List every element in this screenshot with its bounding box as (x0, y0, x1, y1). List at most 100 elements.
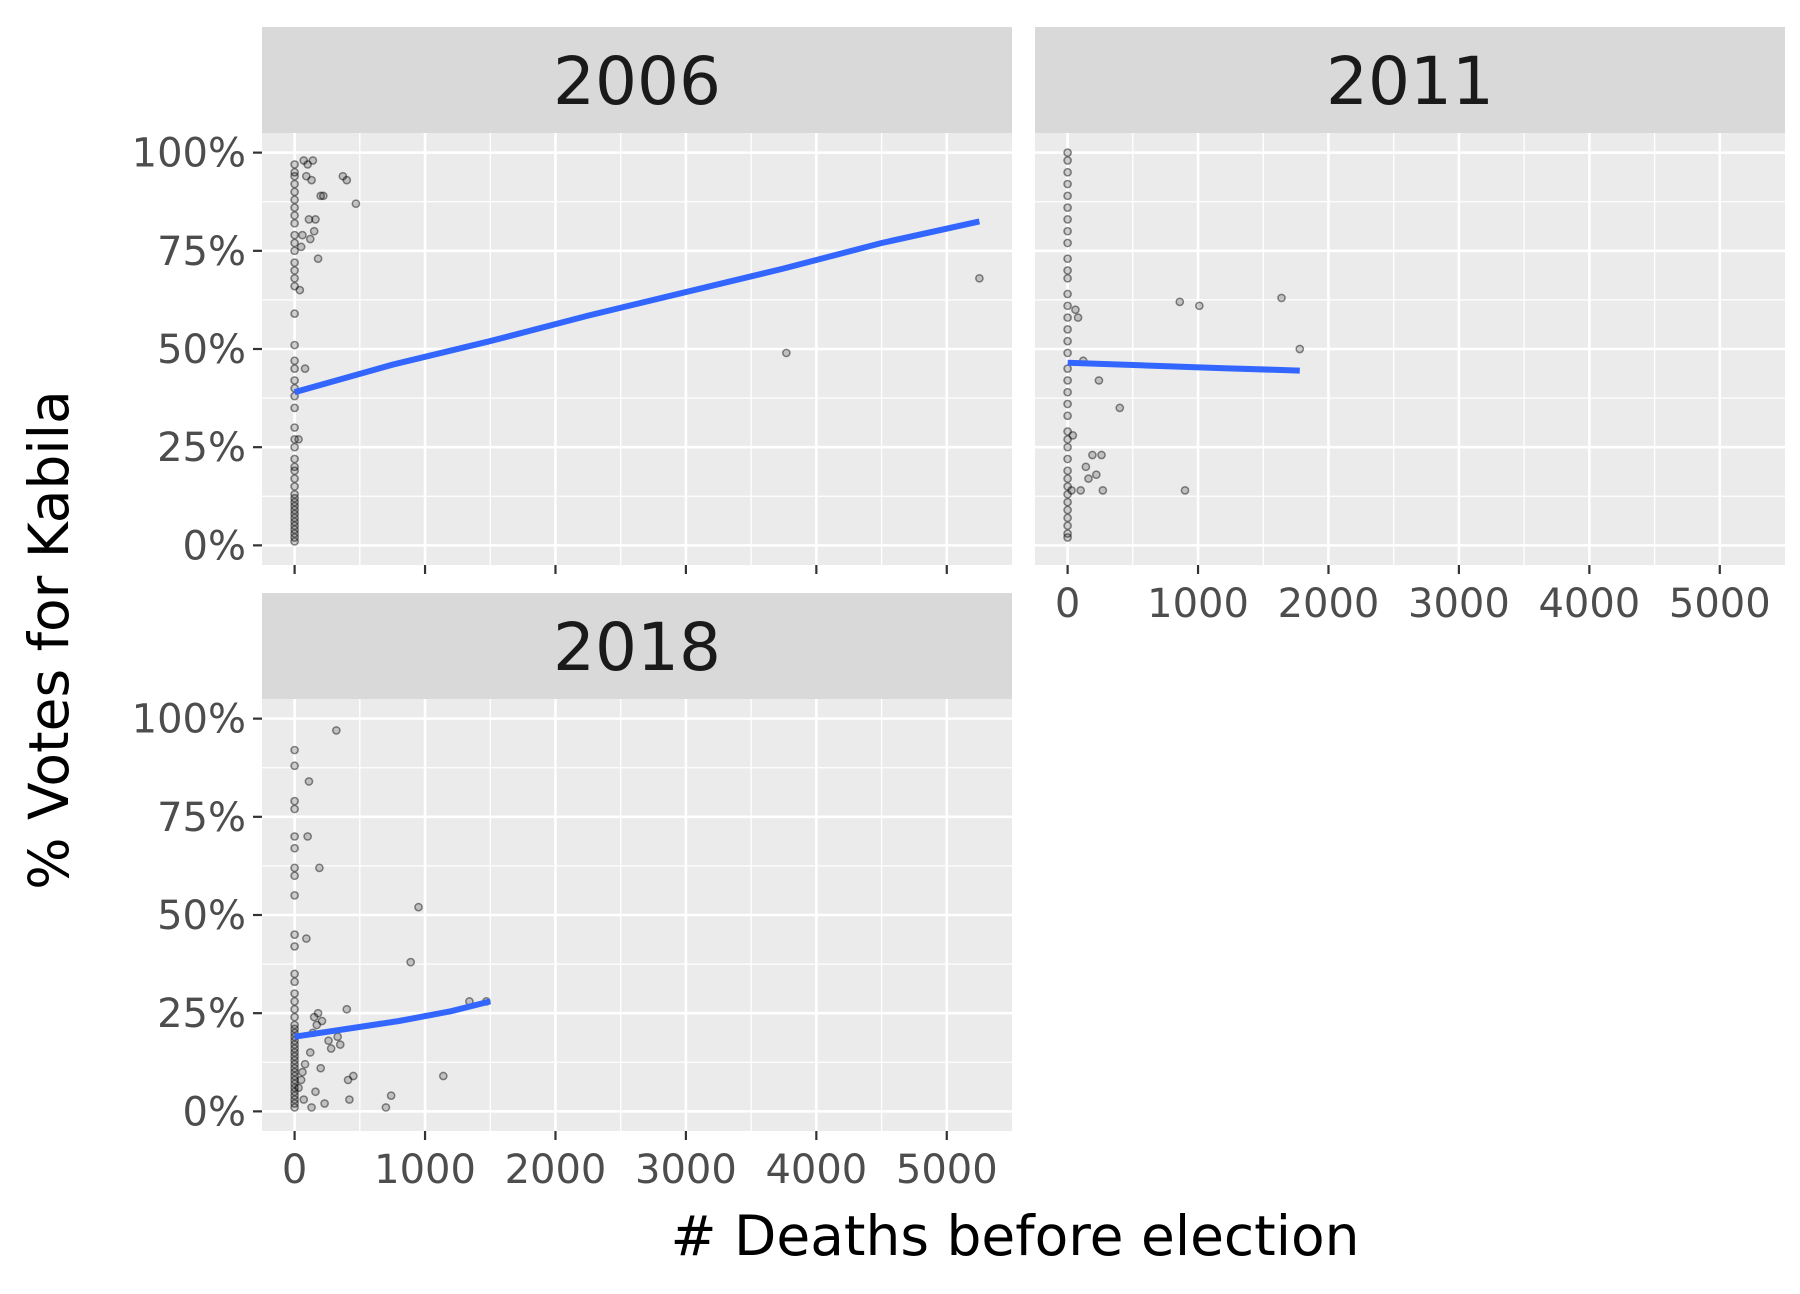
x-tick-label: 1000 (374, 1147, 476, 1193)
data-point (1063, 489, 1072, 499)
data-point (290, 1099, 299, 1108)
data-point (311, 215, 320, 224)
data-point (290, 203, 299, 212)
data-point (290, 1067, 299, 1077)
data-point (351, 199, 361, 209)
data-point (1063, 238, 1072, 248)
data-point (304, 215, 314, 224)
data-point (781, 348, 791, 358)
data-point (1063, 336, 1072, 346)
data-point (1063, 427, 1072, 436)
facet-strip-2011 (1035, 27, 1785, 133)
data-point (326, 1044, 336, 1053)
data-point (290, 171, 299, 181)
data-point (1180, 486, 1190, 495)
data-point (1063, 434, 1072, 444)
data-point (290, 761, 299, 771)
facet-panel-2006: 2006 0% 25% 50% 75% 100% (132, 27, 1012, 574)
x-tick-label: 0 (1055, 581, 1080, 627)
data-point (290, 1059, 299, 1069)
data-point (338, 171, 348, 181)
data-point (290, 1063, 299, 1073)
data-point (1063, 505, 1072, 515)
data-point (317, 1016, 327, 1026)
data-point (1084, 474, 1093, 483)
data-point (438, 1071, 448, 1081)
data-point (290, 462, 299, 472)
data-point (290, 493, 299, 503)
data-point (1094, 376, 1104, 385)
points-2006 (290, 156, 984, 546)
data-point (307, 1103, 316, 1112)
data-point (1063, 167, 1072, 177)
data-point (290, 1012, 299, 1022)
data-point (290, 1055, 299, 1065)
data-point (975, 273, 984, 283)
data-point (290, 533, 299, 542)
data-point (290, 1087, 299, 1097)
data-point (331, 726, 341, 735)
data-point (1063, 387, 1072, 397)
data-point (305, 234, 315, 244)
data-point (290, 521, 299, 531)
data-point (290, 525, 299, 535)
x-tick-label: 5000 (1669, 581, 1771, 627)
data-point (318, 191, 328, 201)
data-point (290, 1095, 299, 1104)
data-point (1071, 305, 1080, 315)
data-point (381, 1103, 391, 1112)
data-point (290, 423, 299, 432)
y-tick-label: 100% (132, 131, 246, 177)
data-point (1063, 266, 1072, 275)
y-tick-label: 75% (157, 229, 246, 275)
data-point (1063, 442, 1072, 452)
data-point (1097, 450, 1106, 460)
x-tick-label: 4000 (765, 1147, 867, 1193)
data-point (290, 997, 299, 1006)
data-point (313, 1008, 323, 1018)
data-point (1063, 521, 1072, 531)
data-point (1063, 497, 1072, 507)
data-point (290, 187, 299, 197)
y-tick-label: 0% (183, 523, 246, 569)
data-point (290, 482, 299, 491)
data-point (290, 969, 299, 979)
data-point (301, 934, 311, 943)
data-point (290, 942, 299, 951)
x-tick-label: 1000 (1147, 581, 1249, 627)
data-point (300, 364, 310, 373)
data-point (1063, 513, 1072, 523)
data-point (1063, 533, 1072, 542)
data-point (1063, 313, 1072, 322)
data-point (296, 242, 306, 252)
data-point (290, 1103, 299, 1112)
data-point (1175, 297, 1185, 307)
data-point (290, 745, 299, 755)
data-point (307, 175, 316, 185)
data-point (290, 364, 299, 373)
data-point (348, 1071, 358, 1081)
y-tick-label: 0% (183, 1089, 246, 1135)
data-point (1295, 344, 1305, 354)
data-point (299, 156, 309, 165)
data-point (1063, 325, 1072, 334)
data-point (1063, 482, 1072, 491)
data-point (290, 273, 299, 283)
data-point (343, 1075, 353, 1085)
data-point (1073, 313, 1083, 322)
x-axis-title: # Deaths before election (670, 1204, 1359, 1268)
data-point (1063, 411, 1072, 421)
fit-line-2018 (294, 998, 492, 1040)
data-point (1063, 215, 1072, 224)
data-point (1098, 486, 1108, 495)
data-point (290, 989, 299, 998)
data-point (290, 1040, 299, 1049)
data-point (1194, 301, 1204, 311)
data-point (304, 777, 314, 786)
data-point (290, 266, 299, 275)
data-point (290, 930, 299, 939)
data-point (1063, 273, 1072, 283)
data-point (290, 1024, 299, 1034)
data-point (290, 863, 299, 873)
